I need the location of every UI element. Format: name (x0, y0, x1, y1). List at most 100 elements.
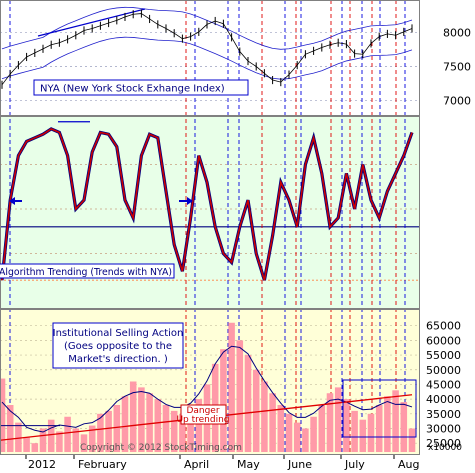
price-tick-label: 7000 (443, 94, 471, 107)
price-title-box (33, 79, 249, 96)
right-axis-bg (420, 0, 475, 455)
volume-bar (310, 416, 317, 452)
volume-tick-label: 40000 (426, 393, 461, 406)
volume-bar (170, 410, 178, 452)
x-axis-label: May (237, 458, 260, 471)
price-panel-border (0, 0, 420, 116)
volume-bar (400, 402, 408, 452)
volume-bar (228, 322, 235, 452)
volume-bar (47, 419, 55, 452)
oscillator-label-box (0, 263, 175, 279)
volume-tick-label: 35000 (426, 408, 461, 421)
volume-bar (129, 381, 137, 452)
volume-bar (39, 428, 47, 452)
volume-bar (392, 390, 399, 452)
x-axis-label: July (344, 458, 365, 471)
volume-bar (23, 437, 30, 452)
volume-bar (56, 431, 63, 452)
volume-bar (302, 428, 309, 452)
copyright-text: Copyright © 2012 StockTiming.com (80, 443, 242, 453)
volume-annotation-line2: (Goes opposite to the (64, 341, 172, 352)
volume-bar (179, 413, 186, 452)
price-series-line (1, 13, 413, 86)
price-panel-bg (0, 0, 420, 116)
price-trendline (37, 8, 146, 37)
volume-bar (244, 355, 252, 452)
volume-bar (269, 393, 276, 452)
volume-bar (105, 410, 112, 452)
volume-tick-label: 65000 (426, 320, 461, 333)
volume-bar (375, 405, 383, 452)
volume-bar (0, 378, 6, 452)
volume-tick-label: 50000 (426, 364, 461, 377)
volume-bar (334, 387, 342, 452)
price-tick-label: 7500 (443, 60, 471, 73)
price-lower-band (1, 36, 413, 80)
volume-bar (359, 419, 367, 452)
x-axis-label: Aug (398, 458, 419, 471)
volume-bar (236, 340, 244, 452)
volume-bar (277, 405, 285, 452)
volume-bar (80, 434, 88, 452)
volume-average-line (1, 345, 413, 433)
volume-annotation-line1: Institutional Selling Action (53, 328, 184, 339)
volume-bar (195, 399, 203, 452)
volume-bar (252, 369, 260, 452)
volume-bar (293, 422, 301, 452)
x-axis-label: 2012 (28, 458, 56, 471)
x-axis-label: February (78, 458, 127, 471)
volume-tick-label: 45000 (426, 378, 461, 391)
volume-tick-label: 30000 (426, 423, 461, 436)
volume-bar (367, 413, 375, 452)
oscillator-panel-border (0, 116, 420, 309)
volume-bar (220, 349, 227, 452)
volume-bar (138, 387, 145, 452)
volume-bar (343, 399, 350, 452)
oscillator-plot (0, 121, 414, 281)
volume-tick-label: 60000 (426, 334, 461, 347)
danger-box (180, 404, 227, 425)
volume-plot (0, 322, 416, 452)
volume-annotation-line3: Market's direction. ) (68, 354, 168, 365)
volume-bar (72, 428, 80, 452)
danger-label: Danger (186, 406, 219, 416)
volume-bar (162, 405, 170, 452)
right-arrow-icon (179, 197, 193, 205)
volume-panel-border (0, 309, 420, 455)
volume-bar (384, 396, 391, 452)
volume-bar (154, 399, 162, 452)
oscillator-label: Algorithm Trending (Trends with NYA) (0, 267, 172, 278)
volume-annotation-box (52, 322, 184, 369)
volume-bar (113, 405, 121, 452)
volume-bar (318, 405, 326, 452)
volume-bar (6, 405, 14, 452)
volume-bar (88, 425, 96, 452)
volume-bar (97, 413, 104, 452)
volume-bar (15, 422, 22, 452)
volume-tick-label: 25000 (426, 437, 461, 450)
oscillator-series-line (1, 127, 413, 281)
volume-multiplier: x10000 (428, 443, 462, 453)
volume-bar (146, 393, 153, 452)
volume-bar (285, 413, 293, 452)
bottom-axis-bg (0, 455, 475, 473)
volume-bar (261, 381, 268, 452)
volume-bar (121, 396, 129, 452)
volume-bar (351, 410, 358, 452)
x-axis-label: June (287, 458, 312, 471)
volume-bar (187, 407, 194, 452)
left-arrow-icon (9, 197, 22, 205)
price-plot (1, 6, 413, 89)
up-trending-label: Up trending (176, 415, 229, 425)
x-axis-label: April (184, 458, 209, 471)
volume-bar (408, 428, 416, 452)
price-title: NYA (New York Stock Exhange Index) (40, 84, 225, 95)
volume-bar (31, 443, 39, 452)
volume-bar (326, 393, 334, 452)
price-tick-label: 8000 (443, 27, 471, 40)
volume-bar (64, 416, 71, 452)
volume-tick-label: 55000 (426, 349, 461, 362)
highlight-box (342, 379, 417, 438)
